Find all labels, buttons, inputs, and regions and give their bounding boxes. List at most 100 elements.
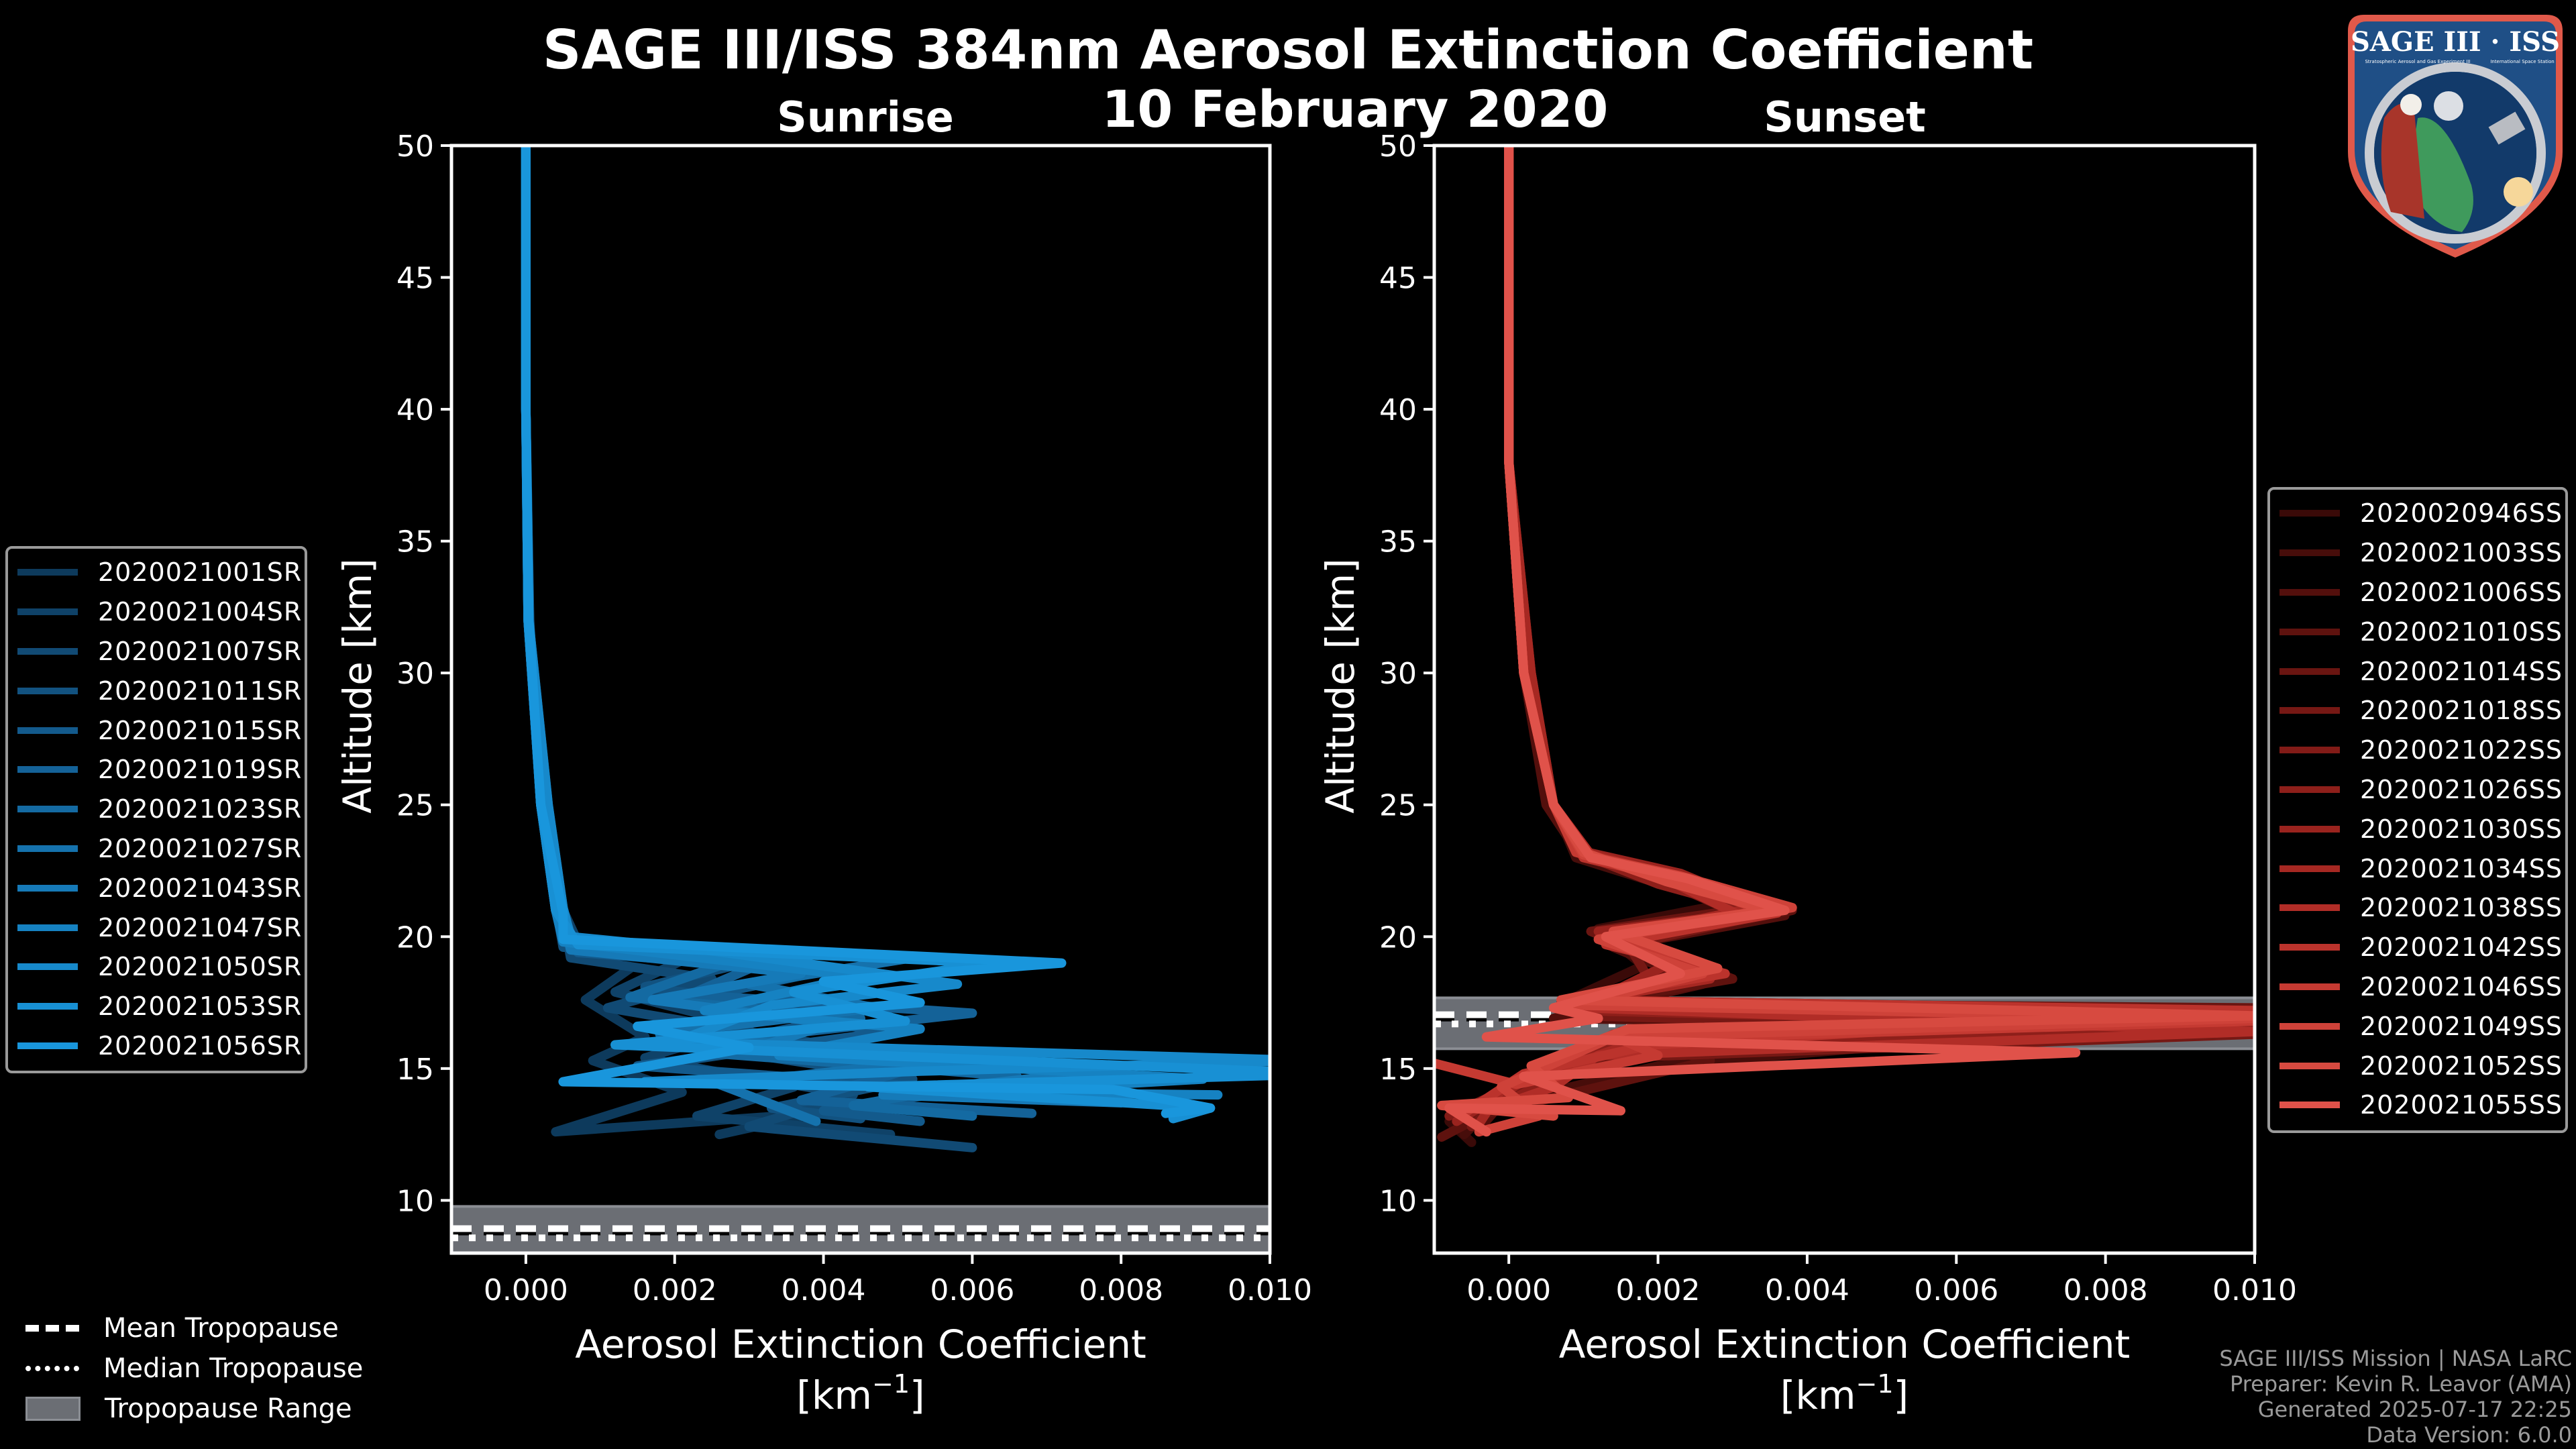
series-line-2020021006SS	[1474, 146, 2255, 1134]
credits-mission: SAGE III/ISS Mission | NASA LaRC	[2219, 1346, 2572, 1371]
dashed-line-icon	[25, 1325, 79, 1332]
y-tick-label: 40	[396, 393, 434, 427]
patch-title: SAGE III · ISS	[2351, 26, 2560, 58]
legend-swatch-icon	[17, 727, 78, 734]
x-tick-label: 0.000	[1466, 1273, 1551, 1307]
y-tick-label: 45	[396, 262, 434, 296]
legend-swatch-icon	[2279, 1102, 2340, 1109]
axes-frame	[449, 144, 1272, 1255]
x-axis-units: [km−1]	[796, 1369, 924, 1418]
y-tick-label: 35	[1379, 525, 1417, 559]
legend-item-tropopause-range: Tropopause Range	[19, 1389, 363, 1429]
legend-label: 2020021047SR	[98, 912, 303, 943]
legend-swatch-icon	[17, 766, 78, 773]
legend-swatch-icon	[2279, 865, 2340, 872]
legend-item: 2020021001SR	[17, 553, 301, 592]
legend-item: 2020021043SR	[17, 868, 301, 908]
legend-item: 2020021011SR	[17, 671, 301, 710]
legend-label: 2020021034SS	[2360, 853, 2563, 883]
iss-icon	[2488, 111, 2526, 145]
legend-item: 2020021014SS	[2279, 651, 2562, 691]
series-line-2020020946SS	[1444, 146, 2255, 1147]
legend-label: 2020021018SS	[2360, 696, 2563, 726]
legend-swatch-icon	[2279, 667, 2340, 675]
x-tick-label: 0.008	[1079, 1273, 1163, 1307]
legend-swatch-icon	[17, 884, 78, 892]
legend-label: 2020021015SR	[98, 715, 303, 745]
legend-label: 2020021019SR	[98, 755, 303, 785]
wizard-icon	[2381, 103, 2424, 219]
legend-item: 2020021050SR	[17, 947, 301, 987]
y-tick-label: 25	[396, 789, 434, 823]
legend-item: 2020021003SS	[2279, 533, 2562, 573]
sunset-panel: 0.000 0.002 0.004 0.006 0.008 0.010 10 15 20 25 30…	[1318, 129, 2297, 1418]
legend-label: 2020021010SS	[2360, 616, 2563, 647]
legend-item-mean-tropopause: Mean Tropopause	[19, 1308, 363, 1348]
y-tick-label: 20	[396, 920, 434, 955]
legend-item: 2020021022SS	[2279, 731, 2562, 770]
x-tick-label: 0.010	[1228, 1273, 1312, 1307]
legend-label: 2020021050SR	[98, 952, 303, 982]
legend-item: 2020021027SR	[17, 829, 301, 869]
legend-swatch-icon	[17, 647, 78, 655]
legend-item: 2020021006SS	[2279, 573, 2562, 612]
credits-block: SAGE III/ISS Mission | NASA LaRC Prepare…	[2219, 1346, 2572, 1448]
panel-title-sunrise: Sunrise	[777, 93, 954, 142]
patch-subtitle-right: International Space Station	[2490, 59, 2554, 64]
sunrise-legend: 2020021001SR 2020021004SR 2020021007SR 2020…	[5, 546, 307, 1074]
series-line-2020021018SS	[1466, 146, 2255, 1132]
legend-label: Median Tropopause	[103, 1353, 364, 1384]
legend-swatch-icon	[17, 569, 78, 576]
legend-swatch-icon	[2279, 786, 2340, 793]
legend-label: 2020021056SR	[98, 1030, 303, 1061]
patch-subtitle-left: Stratospheric Aerosol and Gas Experiment…	[2365, 59, 2470, 64]
y-axis-label: Altitude [km]	[1318, 558, 1363, 813]
x-tick-label: 0.002	[633, 1273, 717, 1307]
legend-label: Mean Tropopause	[103, 1313, 339, 1344]
sunrise-panel: 0.000 0.002 0.004 0.006 0.008 0.010 10 15 20 25 30…	[335, 129, 1312, 1418]
legend-item: 2020021010SS	[2279, 612, 2562, 651]
legend-swatch-icon	[17, 1003, 78, 1010]
x-tick-label: 0.002	[1616, 1273, 1701, 1307]
series-line-2020021010SS	[1437, 146, 2255, 1142]
x-axis-units: [km−1]	[1780, 1369, 1909, 1418]
legend-label: 2020021007SR	[98, 636, 303, 666]
series-line-2020021046SS	[1434, 146, 2255, 1089]
mission-patch-logo: SAGE III · ISS Stratospheric Aerosol and…	[2348, 15, 2563, 258]
legend-label: 2020021023SR	[98, 794, 303, 824]
series-line-2020021003SS	[1459, 146, 1998, 1140]
legend-swatch-icon	[2279, 747, 2340, 754]
legend-item: 2020021023SR	[17, 790, 301, 829]
legend-item: 2020021046SS	[2279, 967, 2562, 1007]
y-tick-label: 10	[396, 1184, 434, 1218]
x-axis-label: Aerosol Extinction Coefficient	[575, 1322, 1146, 1367]
series-line-2020021042SS	[1459, 146, 2255, 1118]
legend-label: 2020021003SS	[2360, 538, 2563, 568]
series-line-2020021034SS	[1474, 146, 2255, 1129]
y-tick-label: 15	[1379, 1053, 1417, 1087]
legend-swatch-icon	[2279, 825, 2340, 833]
x-tick-label: 0.004	[782, 1273, 866, 1307]
patch-ring	[2365, 62, 2546, 244]
legend-label: 2020021055SS	[2360, 1090, 2563, 1120]
x-tick-label: 0.010	[2212, 1273, 2297, 1307]
legend-label: 2020021052SS	[2360, 1051, 2563, 1081]
x-tick-label: 0.006	[1914, 1273, 1998, 1307]
legend-label: 2020021004SR	[98, 597, 303, 627]
legend-item: 2020021030SS	[2279, 809, 2562, 849]
legend-item: 2020021038SS	[2279, 888, 2562, 928]
y-tick-label: 30	[396, 657, 434, 691]
axes-frame	[1432, 144, 2257, 1255]
legend-item: 2020021052SS	[2279, 1046, 2562, 1085]
legend-swatch-icon	[2279, 904, 2340, 912]
series-line-2020021030SS	[1452, 146, 2255, 1126]
legend-swatch-icon	[2279, 628, 2340, 635]
legend-item: 2020021053SR	[17, 987, 301, 1026]
legend-label: 2020021014SS	[2360, 656, 2563, 686]
legend-item: 2020021047SR	[17, 908, 301, 947]
tropopause-legend: Mean Tropopause Median Tropopause Tropop…	[19, 1308, 363, 1429]
series-line-2020021038SS	[1481, 146, 2255, 1116]
legend-label: 2020020946SS	[2360, 498, 2563, 529]
legend-label: 2020021011SR	[98, 676, 303, 706]
moon-icon	[2434, 91, 2463, 121]
